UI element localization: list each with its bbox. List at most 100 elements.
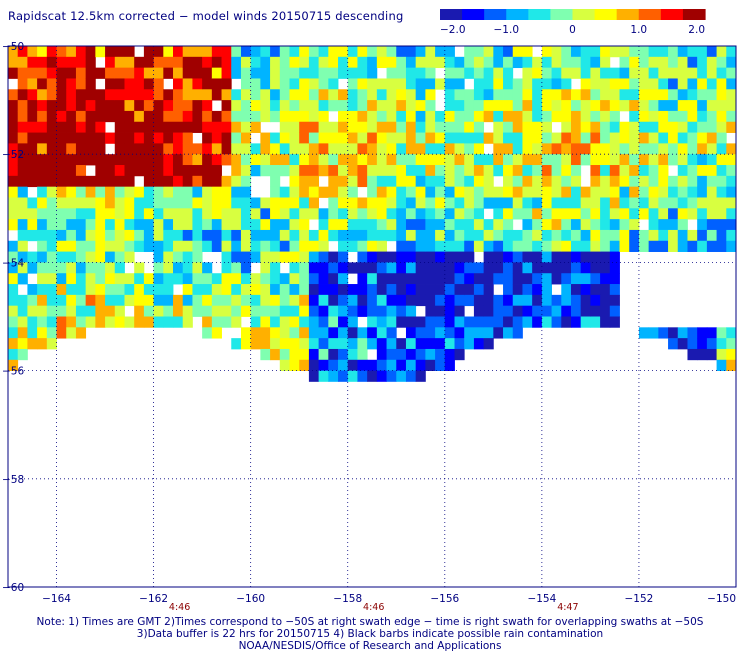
heatmap-cell [173,67,184,79]
heatmap-cell [328,100,339,112]
heatmap-cell [289,348,300,361]
heatmap-cell [600,143,611,155]
heatmap-cell [75,186,87,198]
heatmap-cell [570,186,582,198]
heatmap-cell [386,316,397,328]
heatmap-cell [211,316,222,328]
heatmap-cell [328,165,339,177]
heatmap-cell [473,121,485,133]
heatmap-cell [405,165,417,177]
heatmap-cell [541,165,552,177]
heatmap-cell [551,56,562,69]
heatmap-cell [541,316,552,328]
heatmap-cell [668,208,679,220]
heatmap-cell [202,121,213,133]
heatmap-cell [299,175,310,188]
heatmap-cell [231,219,242,231]
heatmap-cell [444,100,455,112]
heatmap-cell [114,132,125,144]
heatmap-cell [299,67,310,79]
heatmap-cell [173,89,184,101]
heatmap-cell [464,294,475,307]
colorbar-step [519,9,525,20]
heatmap-cell [668,327,679,339]
heatmap-cell [347,143,358,155]
heatmap-cell [532,78,543,90]
heatmap-cell [153,89,164,101]
heatmap-cell [75,121,87,133]
heatmap-cell [493,219,504,231]
heatmap-cell [376,370,387,382]
heatmap-cell [600,240,611,252]
heatmap-cell [347,197,358,209]
heatmap-cell [687,229,698,242]
longitude-tick-labels: −164 −162 −160 −158 −156 −154 −152 −150 [42,593,736,605]
colorbar-step [466,9,472,20]
heatmap-cell [163,208,174,220]
heatmap-cell [619,46,630,58]
latitude-tick-label: −54 [2,257,24,269]
heatmap-cell [716,175,727,188]
heatmap-cell [308,208,320,220]
heatmap-cell [308,327,320,339]
heatmap-cell [483,229,494,242]
heatmap-cell [270,219,281,231]
heatmap-cell [609,154,620,166]
heatmap-cell [114,294,125,307]
heatmap-cell [357,359,368,371]
heatmap-cell [357,327,368,339]
heatmap-cell [202,240,213,252]
heatmap-cell [357,348,368,361]
heatmap-cell [405,316,417,328]
heatmap-cell [357,175,368,188]
heatmap-cell [396,338,407,350]
heatmap-cell [211,294,222,307]
heatmap-cell [163,165,174,177]
heatmap-cell [75,175,87,188]
heatmap-cell [600,305,611,317]
heatmap-cell [134,197,145,209]
heatmap-cell [289,338,300,350]
heatmap-cell [473,229,485,242]
heatmap-cell [697,89,708,101]
heatmap-cell [318,338,329,350]
heatmap-cell [163,305,174,317]
heatmap-cell [503,165,514,177]
heatmap-cell [240,132,252,144]
heatmap-cell [590,262,601,274]
heatmap-cell [687,67,698,79]
heatmap-cell [56,165,67,177]
heatmap-cell [299,56,310,69]
heatmap-cell [75,327,87,339]
heatmap-cell [95,121,106,133]
heatmap-cell [464,316,475,328]
heatmap-cell [396,273,407,285]
heatmap-cell [328,327,339,339]
heatmap-cell [202,327,213,339]
heatmap-cell [658,229,669,242]
heatmap-cell [95,186,106,198]
heatmap-cell [522,294,533,307]
heatmap-cell [716,132,727,144]
heatmap-cell [726,327,737,339]
heatmap-cell [473,219,485,231]
heatmap-cell [464,154,475,166]
heatmap-cell [367,132,378,144]
heatmap-cell [648,143,659,155]
heatmap-cell [444,186,455,198]
heatmap-cell [173,56,184,69]
heatmap-cell [8,143,19,155]
heatmap-cell [347,338,358,350]
heatmap-cell [600,56,611,69]
heatmap-cell [85,154,96,166]
heatmap-cell [435,251,446,263]
heatmap-cell [386,370,397,382]
heatmap-cell [163,56,174,69]
heatmap-cell [677,78,688,90]
longitude-tick-label: −152 [625,593,654,605]
heatmap-cell [56,132,67,144]
heatmap-cell [580,262,591,274]
heatmap-cell [522,251,533,263]
heatmap-cell [415,186,426,198]
heatmap-cell [638,89,650,101]
